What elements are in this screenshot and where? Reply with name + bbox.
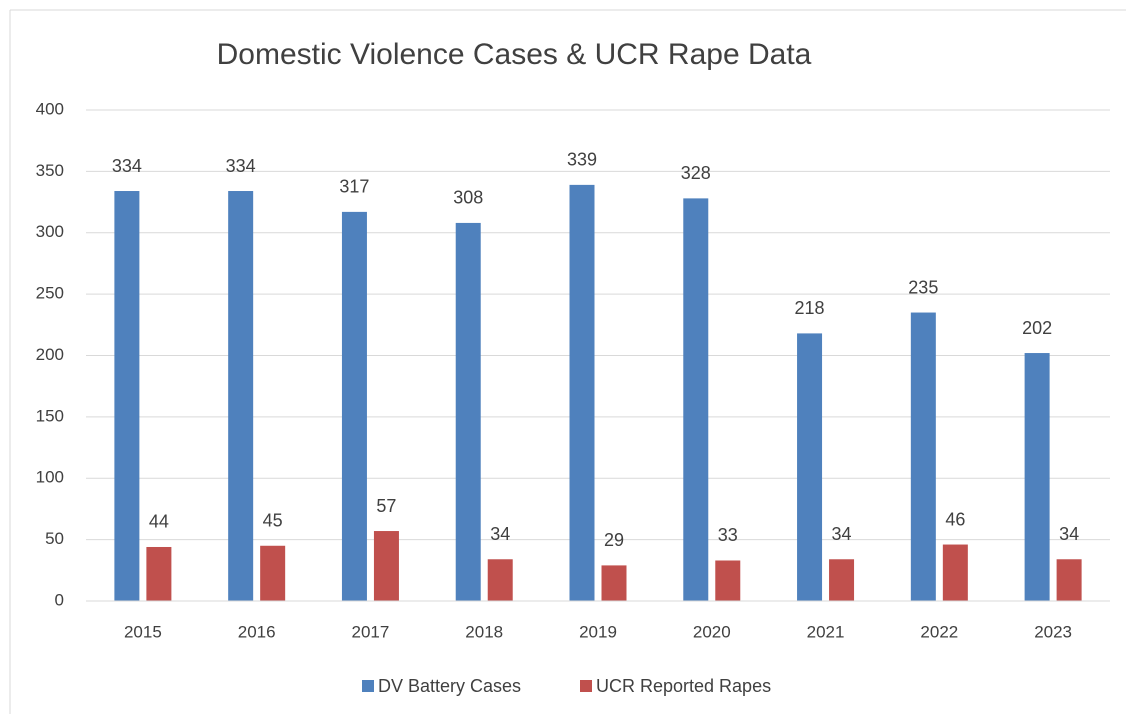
x-tick-label: 2017 xyxy=(352,622,390,641)
data-label: 57 xyxy=(376,496,396,516)
data-label: 44 xyxy=(149,512,169,532)
y-tick-label: 250 xyxy=(36,284,64,303)
x-tick-label: 2023 xyxy=(1034,622,1072,641)
y-tick-label: 150 xyxy=(36,406,64,425)
y-tick-label: 300 xyxy=(36,222,64,241)
data-label: 46 xyxy=(945,509,965,529)
bar xyxy=(797,333,823,601)
chart-title: Domestic Violence Cases & UCR Rape Data xyxy=(217,38,812,71)
bar xyxy=(114,191,140,601)
x-tick-label: 2019 xyxy=(579,622,617,641)
bar xyxy=(569,184,595,601)
data-label: 339 xyxy=(567,150,597,170)
bar xyxy=(1024,353,1050,601)
bar xyxy=(829,559,855,601)
legend-swatch xyxy=(580,680,592,692)
legend-label: UCR Reported Rapes xyxy=(596,676,771,696)
data-label: 34 xyxy=(832,524,852,544)
x-tick-label: 2018 xyxy=(465,622,503,641)
x-tick-label: 2022 xyxy=(920,622,958,641)
data-label: 202 xyxy=(1022,318,1052,338)
bar xyxy=(455,222,481,601)
bar xyxy=(341,211,367,601)
data-label: 45 xyxy=(263,511,283,531)
x-tick-label: 2021 xyxy=(807,622,845,641)
data-label: 29 xyxy=(604,530,624,550)
bar xyxy=(942,544,968,601)
bar xyxy=(487,559,513,601)
bar xyxy=(601,565,627,601)
bar xyxy=(146,546,172,601)
legend-swatch xyxy=(362,680,374,692)
bar xyxy=(910,312,936,601)
bar xyxy=(373,531,399,601)
data-label: 34 xyxy=(1059,524,1079,544)
y-tick-label: 100 xyxy=(36,468,64,487)
data-label: 218 xyxy=(795,298,825,318)
data-label: 317 xyxy=(339,177,369,197)
x-tick-label: 2015 xyxy=(124,622,162,641)
x-tick-label: 2016 xyxy=(238,622,276,641)
data-label: 34 xyxy=(490,524,510,544)
y-tick-label: 400 xyxy=(36,99,64,118)
legend-label: DV Battery Cases xyxy=(378,676,521,696)
x-tick-label: 2020 xyxy=(693,622,731,641)
data-label: 334 xyxy=(226,156,256,176)
data-label: 328 xyxy=(681,163,711,183)
y-tick-label: 350 xyxy=(36,161,64,180)
bar xyxy=(1056,559,1082,601)
y-tick-label: 50 xyxy=(45,529,64,548)
bar xyxy=(260,545,286,601)
bar xyxy=(715,560,741,601)
data-label: 33 xyxy=(718,525,738,545)
bar xyxy=(228,191,254,601)
bar xyxy=(683,198,709,601)
y-tick-label: 200 xyxy=(36,345,64,364)
data-label: 235 xyxy=(908,277,938,297)
data-label: 308 xyxy=(453,188,483,208)
data-label: 334 xyxy=(112,156,142,176)
y-tick-label: 0 xyxy=(55,590,64,609)
